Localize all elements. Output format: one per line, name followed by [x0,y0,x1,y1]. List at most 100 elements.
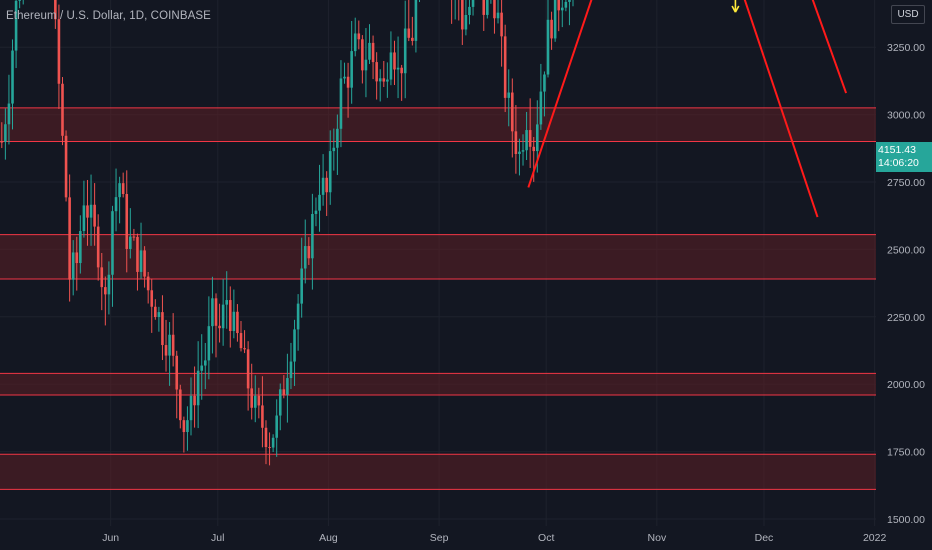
candle-body [164,345,168,356]
candle-body [179,389,182,421]
candle-body [182,420,186,433]
arrow-head [734,5,740,13]
currency-label[interactable]: USD [891,5,925,24]
candle-body [161,312,164,346]
candle-body [375,62,378,82]
candle-body [175,355,179,390]
projection-arrows [731,0,740,13]
candle-body [553,0,557,39]
candle-body [196,370,200,406]
candle-body [132,236,136,238]
candle-body [353,33,357,52]
candle-body [318,194,321,211]
price-tick-label: 1500.00 [887,514,925,526]
candle-body [482,0,486,15]
candle-body [89,204,93,218]
candle-body [150,290,154,307]
candle-body [275,415,278,438]
candle-body [54,0,57,20]
bar-countdown: 14:06:20 [878,157,919,169]
candle-body [321,177,325,195]
current-price-tag: 4151.43 14:06:20 [876,142,932,172]
candle-body [214,298,218,326]
candle-body [471,0,475,7]
candle-body [414,0,418,41]
candle-body [368,42,371,60]
candle-body [118,183,121,198]
candle-body [261,405,264,428]
candle-body [325,177,328,193]
candle-body [257,395,261,406]
candle-body [96,226,100,268]
candle-body [189,395,193,421]
price-tick-label: 1750.00 [887,447,925,459]
time-tick-label: Jul [211,532,224,544]
candle-body [171,334,175,356]
candle-body [125,194,129,249]
candle-body [568,0,571,2]
candle-body [157,312,161,318]
candle-body [461,0,464,30]
candle-body [18,0,21,1]
sr-zone [0,373,876,395]
candle-body [546,19,550,75]
price-tick-label: 3250.00 [887,42,925,54]
candle-body [93,204,96,227]
candle-body [154,306,157,318]
time-tick-label: Aug [319,532,338,544]
price-tick-label: 3000.00 [887,110,925,122]
candle-body [400,67,403,74]
candle-body [364,59,368,71]
candle-body [528,130,532,147]
candle-body [71,252,75,280]
candle-body [564,1,568,8]
candle-body [357,33,361,40]
candle-body [68,197,71,280]
candle-body [311,213,314,259]
candle-body [507,92,511,98]
candle-body [250,388,253,408]
candle-body [264,427,268,448]
candle-body [464,14,468,30]
candle-body [386,79,389,82]
candle-body [411,37,414,41]
time-axis[interactable]: Jun Jul Aug Sep Oct Nov Dec 2022 [0,526,932,550]
sr-zone [0,234,876,280]
candle-body [100,267,104,288]
candle-body [496,12,500,19]
candle-body [82,205,86,232]
candle-body [143,250,146,277]
time-axis-bg [0,526,932,550]
candle-body [560,7,564,11]
candle-body [243,348,246,350]
candle-body [64,135,68,198]
candle-body [303,246,307,269]
candle-body [350,51,353,88]
candle-body [536,124,539,152]
candle-body [407,28,411,38]
candle-body [114,197,118,212]
candle-body [503,36,507,98]
candle-body [239,333,243,349]
candle-body [550,19,553,39]
candle-body [207,326,211,361]
candle-body [111,211,114,275]
price-axis[interactable]: 1500.00 1750.00 2000.00 2250.00 2500.00 2750.… [876,0,932,550]
candle-body [79,231,82,264]
candle-body [136,236,139,272]
candle-body [371,42,375,63]
candle-body [293,329,296,362]
candle-body [403,28,407,74]
time-tick-label: Jun [102,532,119,544]
candle-body [246,349,250,389]
candle-body [86,205,89,218]
candle-body [278,389,282,416]
candle-body [332,147,336,152]
candle-body [486,0,489,15]
current-price-value: 4151.43 [878,144,916,156]
candle-body [121,183,125,195]
candle-body [7,103,11,125]
candle-body [539,91,543,125]
candle-body [500,12,503,37]
